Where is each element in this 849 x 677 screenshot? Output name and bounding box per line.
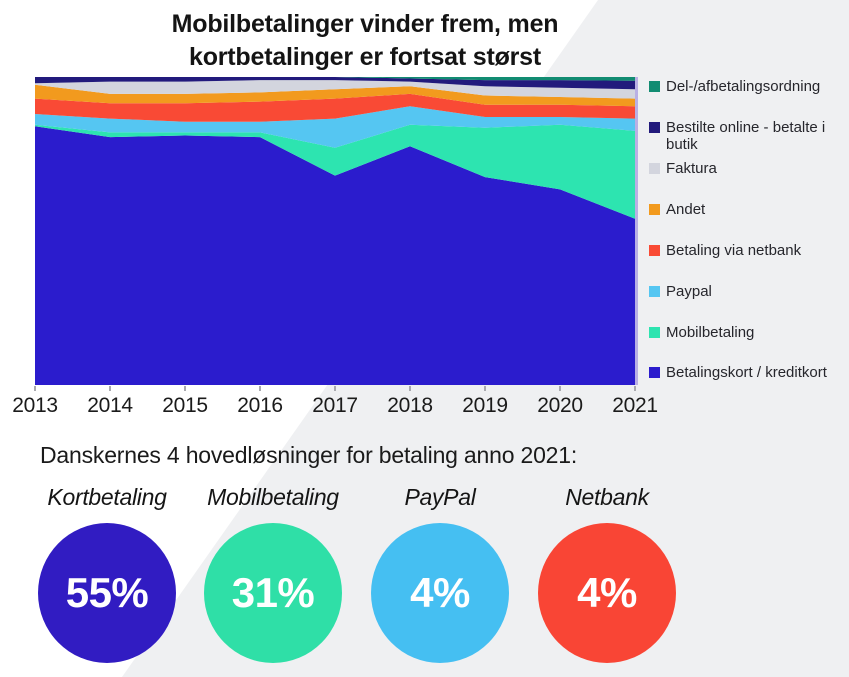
x-axis-label: 2013 bbox=[12, 394, 58, 417]
stat-label: Mobilbetaling bbox=[207, 484, 339, 510]
stat-value: 31% bbox=[231, 569, 315, 616]
x-axis-label: 2019 bbox=[462, 394, 508, 417]
legend-item: Mobilbetaling bbox=[649, 324, 754, 341]
x-axis-label: 2020 bbox=[537, 394, 583, 417]
x-axis-tick-mark bbox=[409, 386, 411, 391]
page-title: Mobilbetalinger vinder frem, men kortbet… bbox=[20, 8, 710, 74]
area-bestilte-online-betalte-i-butik bbox=[35, 77, 635, 90]
x-axis-tick-mark bbox=[184, 386, 186, 391]
x-axis: 2013 2014 2015 2016 2017 2018 2019 2020 2021 bbox=[0, 394, 849, 422]
stacked-area-svg bbox=[35, 77, 635, 385]
legend-swatch-icon bbox=[649, 286, 660, 297]
x-axis-tick-mark bbox=[109, 386, 111, 391]
x-axis-label: 2021 bbox=[612, 394, 658, 417]
legend-label: Paypal bbox=[666, 283, 712, 300]
legend-item: Betaling via netbank bbox=[649, 242, 801, 259]
legend-item: Del-/afbetalingsordning bbox=[649, 78, 820, 95]
stat-circle: 55% bbox=[38, 523, 176, 663]
legend-item: Faktura bbox=[649, 160, 717, 177]
stat-value: 55% bbox=[65, 569, 149, 616]
stat-value: 4% bbox=[577, 569, 637, 616]
legend-label: Del-/afbetalingsordning bbox=[666, 78, 821, 95]
legend-swatch-icon bbox=[649, 367, 660, 378]
area-faktura bbox=[35, 80, 635, 99]
summary-heading: Danskernes 4 hovedløsninger for betaling… bbox=[40, 442, 578, 468]
area-betalingskort-kreditkort bbox=[35, 126, 635, 385]
legend-item: Betalingskort / kreditkort bbox=[649, 364, 827, 381]
x-axis-label: 2018 bbox=[387, 394, 433, 417]
x-axis-label: 2014 bbox=[87, 394, 133, 417]
x-axis-tick-mark bbox=[634, 386, 636, 391]
x-axis-tick-mark bbox=[34, 386, 36, 391]
stat-label: Netbank bbox=[565, 484, 649, 510]
page-title-line1: Mobilbetalinger vinder frem, men bbox=[171, 10, 559, 38]
legend-label: Betalingskort / kreditkort bbox=[666, 364, 827, 381]
legend-swatch-icon bbox=[649, 81, 660, 92]
stat-value: 4% bbox=[410, 569, 470, 616]
plot-right-edge bbox=[635, 77, 638, 385]
area-paypal bbox=[35, 106, 635, 148]
legend-label: Andet bbox=[666, 201, 706, 218]
x-axis-label: 2017 bbox=[312, 394, 358, 417]
stacked-area-chart bbox=[35, 77, 638, 385]
stat-label: PayPal bbox=[404, 484, 476, 510]
stat-label: Kortbetaling bbox=[47, 484, 167, 510]
area-betaling-via-netbank bbox=[35, 93, 635, 122]
x-axis-label: 2016 bbox=[237, 394, 283, 417]
page-title-line2: kortbetalinger er fortsat størst bbox=[188, 43, 541, 71]
legend-label: Betaling via netbank bbox=[666, 242, 802, 259]
x-axis-tick-mark bbox=[559, 386, 561, 391]
area-andet bbox=[35, 84, 635, 107]
legend-label: Faktura bbox=[666, 160, 717, 177]
area-del-afbetalingsordning bbox=[35, 77, 635, 81]
legend-swatch-icon bbox=[649, 163, 660, 174]
legend-item: Paypal bbox=[649, 283, 712, 300]
legend-item: Bestilte online - betalte i butik bbox=[649, 119, 842, 153]
legend-label: Bestilte online - betalte i butik bbox=[666, 119, 826, 153]
area-mobilbetaling bbox=[35, 124, 635, 219]
x-axis-label: 2015 bbox=[162, 394, 208, 417]
x-axis-tick-mark bbox=[334, 386, 336, 391]
legend-swatch-icon bbox=[649, 122, 660, 133]
legend-swatch-icon bbox=[649, 327, 660, 338]
x-axis-tick-mark bbox=[484, 386, 486, 391]
legend-swatch-icon bbox=[649, 204, 660, 215]
stat-circle: 31% bbox=[204, 523, 342, 663]
legend-item: Andet bbox=[649, 201, 705, 218]
legend-swatch-icon bbox=[649, 245, 660, 256]
x-axis-tick-mark bbox=[259, 386, 261, 391]
stat-circle: 4% bbox=[538, 523, 676, 663]
legend-label: Mobilbetaling bbox=[666, 324, 755, 341]
stat-circle: 4% bbox=[371, 523, 509, 663]
